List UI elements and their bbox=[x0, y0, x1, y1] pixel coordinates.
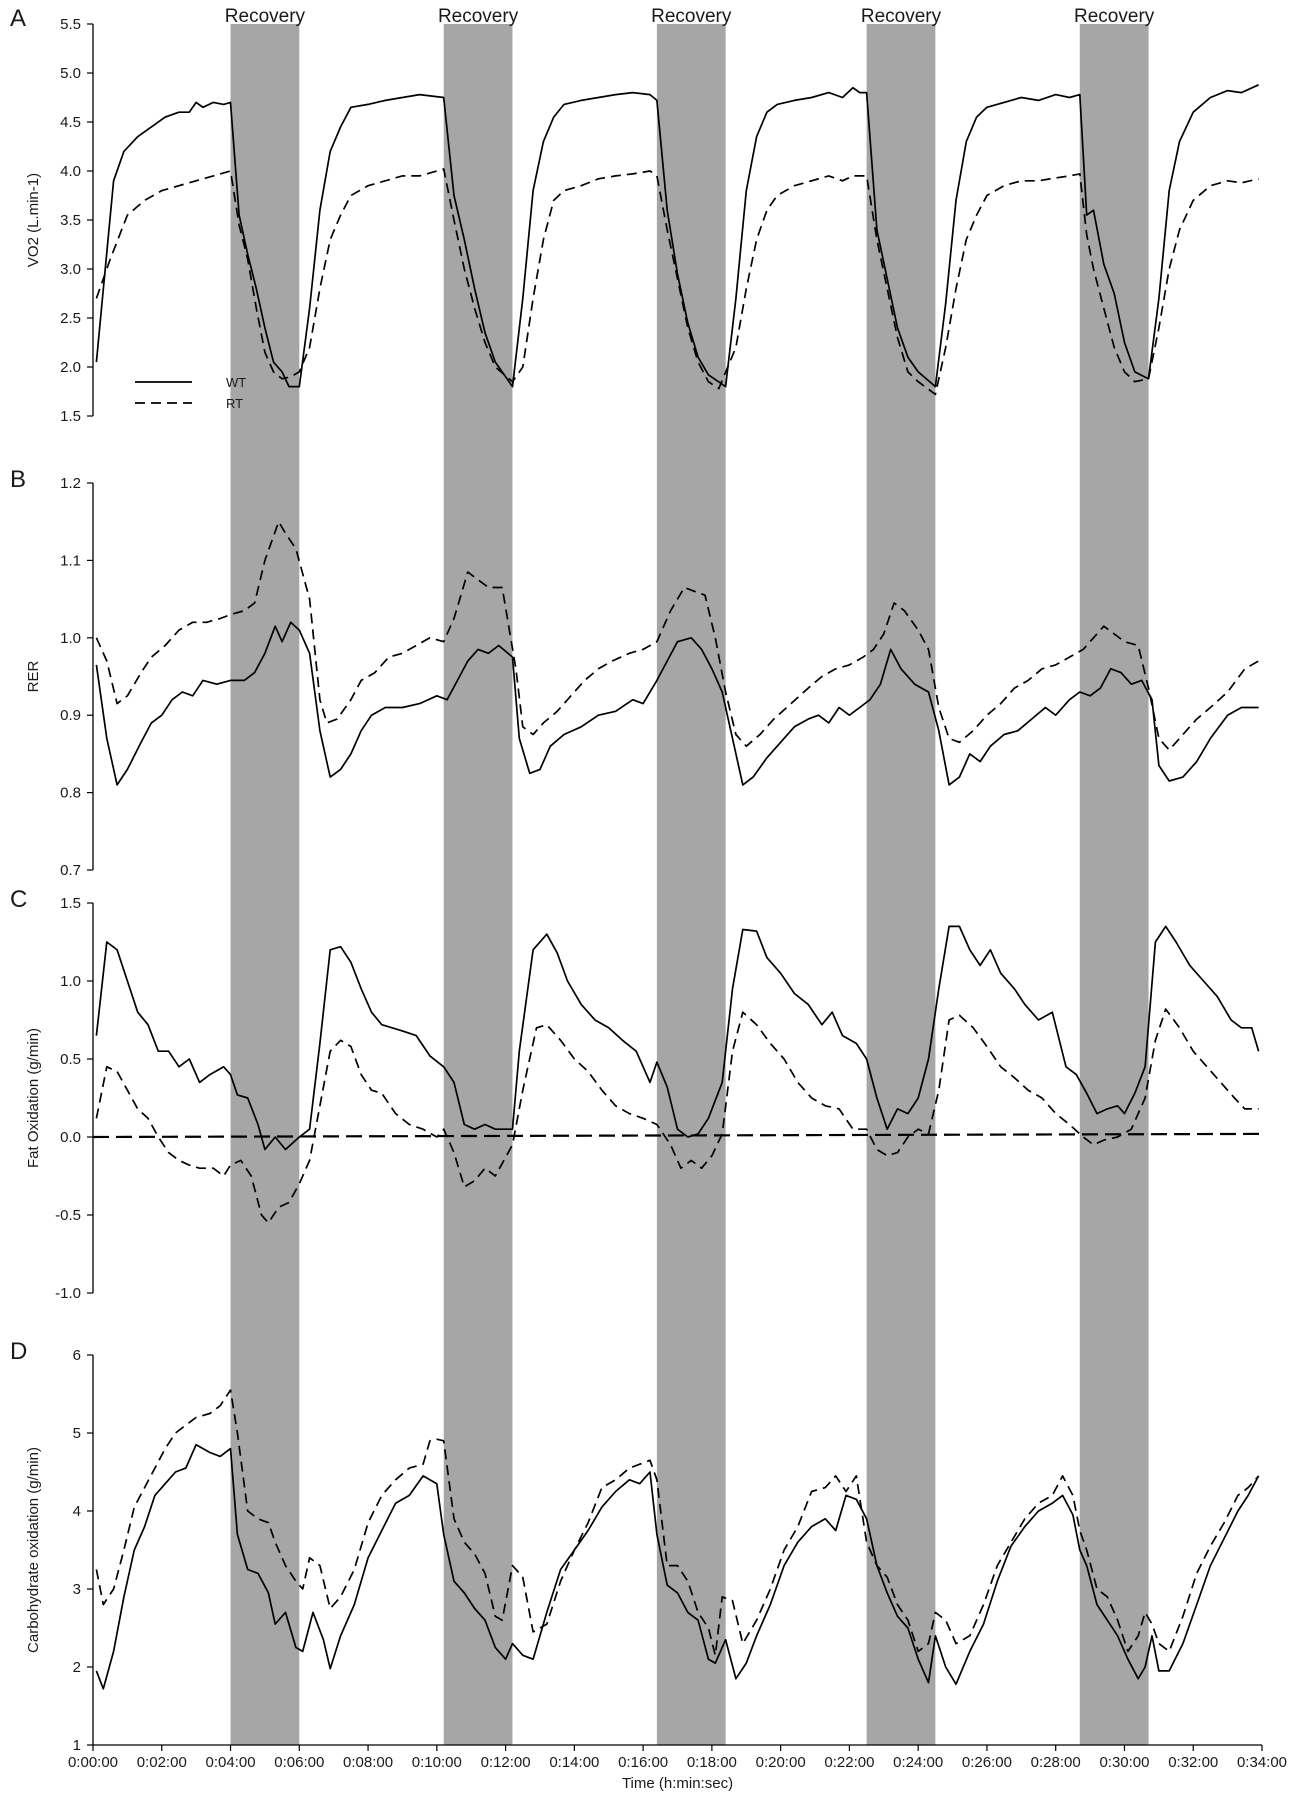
panel-letter-d: D bbox=[10, 1338, 27, 1365]
x-tick-label: 0:34:00 bbox=[1237, 1754, 1287, 1771]
series-wt-panel-b bbox=[95, 621, 1259, 786]
x-tick-label: 0:16:00 bbox=[618, 1754, 668, 1771]
x-tick-label: 0:22:00 bbox=[824, 1754, 874, 1771]
panel-letter-c: C bbox=[10, 886, 27, 913]
x-tick-label: 0:28:00 bbox=[1031, 1754, 1081, 1771]
x-tick-label: 0:30:00 bbox=[1099, 1754, 1149, 1771]
y-tick-label: 2.0 bbox=[60, 359, 81, 376]
y-tick-label: 0.8 bbox=[60, 785, 81, 802]
x-tick-label: 0:08:00 bbox=[343, 1754, 393, 1771]
y-tick-label: 4 bbox=[73, 1503, 81, 1520]
x-tick-label: 0:20:00 bbox=[756, 1754, 806, 1771]
y-tick-label: 5.5 bbox=[60, 16, 81, 33]
recovery-label-3: Recovery bbox=[651, 6, 732, 27]
y-tick-label: 1.5 bbox=[60, 408, 81, 425]
x-tick-label: 0:32:00 bbox=[1168, 1754, 1218, 1771]
recovery-label-4: Recovery bbox=[861, 6, 942, 27]
y-tick-label: 3 bbox=[73, 1581, 81, 1598]
x-tick-label: 0:10:00 bbox=[412, 1754, 462, 1771]
y-tick-label: 1.1 bbox=[60, 552, 81, 569]
series-wt-panel-c bbox=[95, 925, 1260, 1151]
y-tick-label: 2.5 bbox=[60, 310, 81, 327]
panel-d-ylabel: Carbohydrate oxidation (g/min) bbox=[25, 1447, 42, 1653]
y-tick-label: 1.0 bbox=[60, 630, 81, 647]
x-tick-label: 0:18:00 bbox=[687, 1754, 737, 1771]
recovery-label-1: Recovery bbox=[225, 6, 306, 27]
y-tick-label: 5 bbox=[73, 1425, 81, 1442]
x-tick-label: 0:26:00 bbox=[962, 1754, 1012, 1771]
panel-a-ylabel: VO2 (L.min-1) bbox=[25, 173, 42, 267]
panel-d: 1 2 3 4 5 6 D Carbohydrate oxidation (g/min) bbox=[10, 1338, 1260, 1754]
recovery-label-2: Recovery bbox=[438, 6, 519, 27]
x-axis-label: Time (h:min:sec) bbox=[622, 1775, 733, 1792]
y-tick-label: 1.5 bbox=[60, 895, 81, 912]
x-tick-label: 0:12:00 bbox=[481, 1754, 531, 1771]
y-tick-label: -0.5 bbox=[55, 1207, 81, 1224]
y-tick-label: 4.0 bbox=[60, 163, 81, 180]
recovery-band-2 bbox=[443, 24, 513, 1745]
series-rt-panel-a bbox=[95, 168, 1259, 396]
y-tick-label: 0.5 bbox=[60, 1051, 81, 1068]
y-tick-label: 1 bbox=[73, 1737, 81, 1754]
panel-letter-b: B bbox=[10, 466, 26, 493]
y-tick-label: 0.9 bbox=[60, 707, 81, 724]
x-tick-label: 0:02:00 bbox=[137, 1754, 187, 1771]
series-wt-panel-d bbox=[95, 1443, 1260, 1690]
panel-c: -1.0 -0.5 0.0 0.5 1.0 1.5 C Fat Oxidation (g/mi… bbox=[10, 886, 1263, 1302]
recovery-band-5 bbox=[1079, 24, 1149, 1745]
y-tick-label: -1.0 bbox=[55, 1285, 81, 1302]
y-tick-label: 2 bbox=[73, 1659, 81, 1676]
x-tick-label: 0:24:00 bbox=[893, 1754, 943, 1771]
x-axis: 0:00:00 0:02:00 0:04:00 0:06:00 0:08:00 0:10:… bbox=[68, 1744, 1287, 1792]
y-tick-label: 3.5 bbox=[60, 212, 81, 229]
panel-b-ylabel: RER bbox=[25, 660, 42, 692]
series-rt-panel-b bbox=[95, 520, 1260, 751]
series-zero-line-panel-c bbox=[92, 1132, 1263, 1139]
y-tick-label: 6 bbox=[73, 1347, 81, 1364]
recovery-bands bbox=[230, 24, 1149, 1745]
panel-a: 1.5 2.0 2.5 3.0 3.5 4.0 4.5 5.0 5.5 A VO2 (L.min-1… bbox=[10, 5, 1259, 425]
y-tick-label: 0.0 bbox=[60, 1129, 81, 1146]
series-wt-panel-a bbox=[95, 84, 1259, 388]
recovery-label-5: Recovery bbox=[1074, 6, 1155, 27]
y-tick-label: 4.5 bbox=[60, 114, 81, 131]
panel-b: 0.7 0.8 0.9 1.0 1.1 1.2 B RER bbox=[10, 466, 1260, 879]
y-tick-label: 1.2 bbox=[60, 475, 81, 492]
series-rt-panel-c bbox=[95, 1008, 1259, 1224]
panel-letter-a: A bbox=[10, 5, 26, 32]
panels: 1.5 2.0 2.5 3.0 3.5 4.0 4.5 5.0 5.5 A VO2 (L.min-1… bbox=[10, 5, 1263, 1754]
x-tick-label: 0:00:00 bbox=[68, 1754, 118, 1771]
y-tick-label: 0.7 bbox=[60, 862, 81, 879]
panel-c-ylabel: Fat Oxidation (g/min) bbox=[25, 1028, 42, 1168]
recovery-labels: Recovery Recovery Recovery Recovery Recovery bbox=[225, 6, 1155, 27]
x-tick-label: 0:06:00 bbox=[274, 1754, 324, 1771]
y-tick-label: 5.0 bbox=[60, 65, 81, 82]
recovery-band-3 bbox=[656, 24, 726, 1745]
legend: WT RT bbox=[135, 375, 246, 411]
recovery-band-4 bbox=[866, 24, 936, 1745]
y-tick-label: 3.0 bbox=[60, 261, 81, 278]
x-tick-label: 0:14:00 bbox=[549, 1754, 599, 1771]
recovery-band-1 bbox=[230, 24, 300, 1745]
legend-wt-label: WT bbox=[226, 375, 246, 390]
x-tick-label: 0:04:00 bbox=[206, 1754, 256, 1771]
y-tick-label: 1.0 bbox=[60, 973, 81, 990]
legend-rt-label: RT bbox=[226, 396, 243, 411]
